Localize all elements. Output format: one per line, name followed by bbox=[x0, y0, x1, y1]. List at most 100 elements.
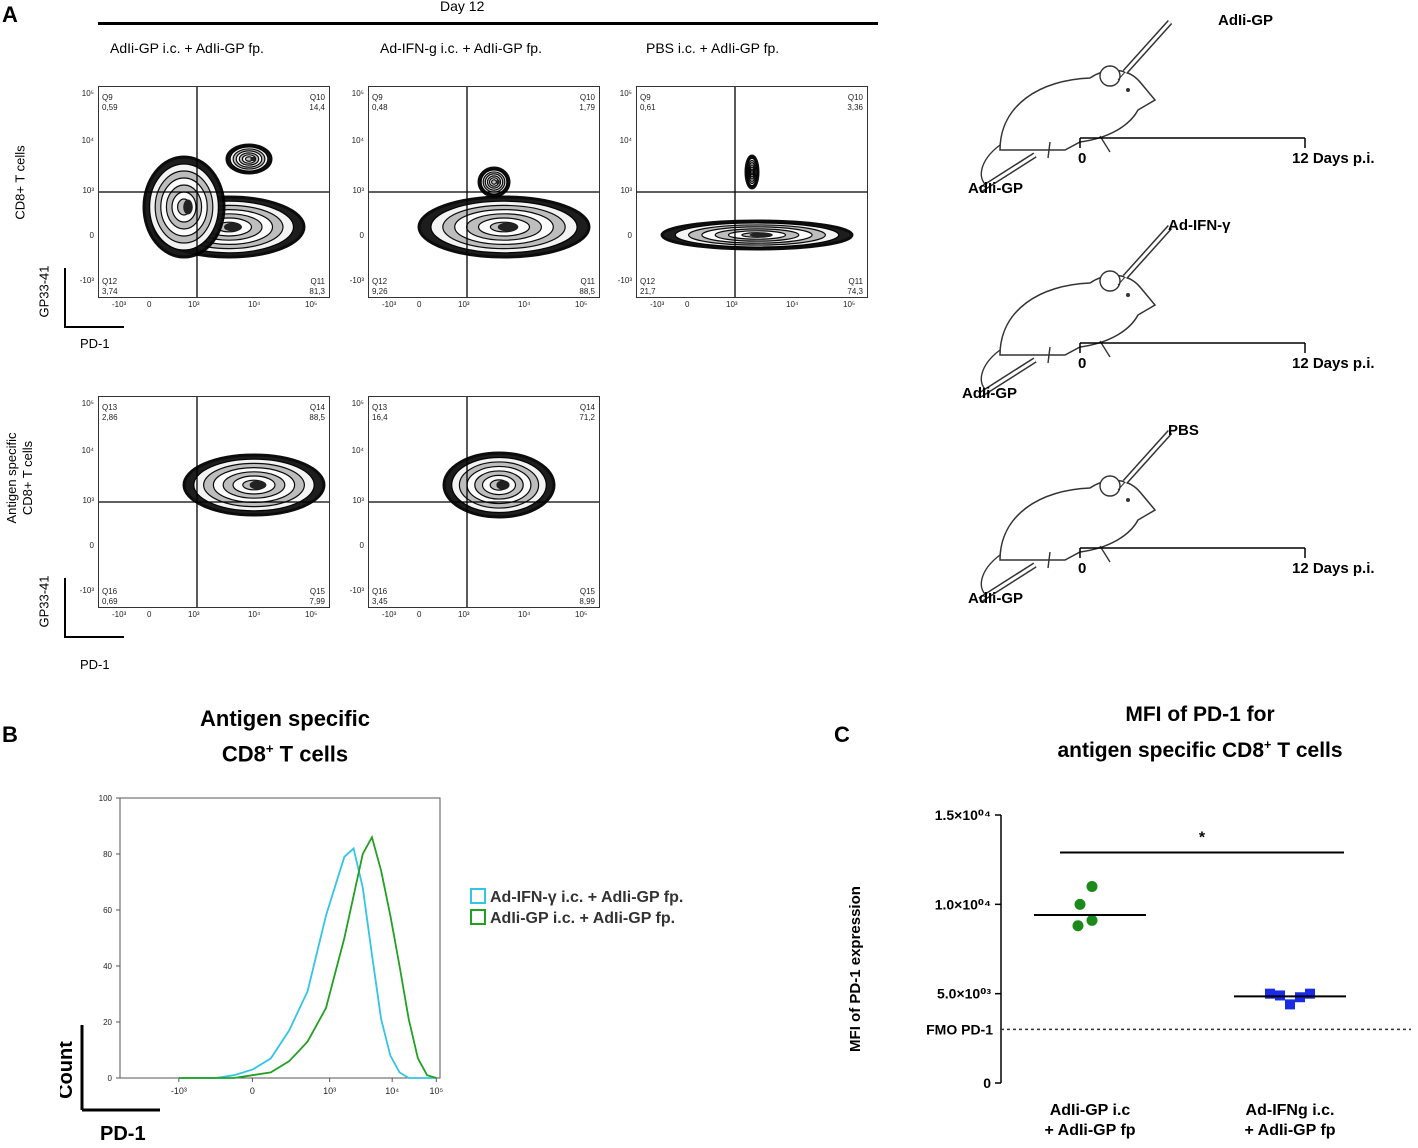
category-label-line2: + AdIi-GP fp bbox=[1044, 1122, 1135, 1139]
data-point bbox=[1074, 898, 1086, 910]
contour-core bbox=[497, 222, 519, 232]
panel-c-letter: C bbox=[834, 722, 850, 747]
y-tick-label: 1.5×10⁰⁴ bbox=[935, 807, 991, 823]
y-tick-label: 1.0×10⁰⁴ bbox=[935, 896, 991, 912]
mfi-y-label: MFI of PD-1 expression bbox=[847, 886, 864, 1052]
data-point bbox=[1072, 920, 1084, 932]
quadrant-label-tr: Q14 bbox=[309, 403, 325, 412]
timeline-start-label: 0 bbox=[1078, 150, 1087, 167]
quadrant-label-br: Q15 bbox=[309, 587, 325, 596]
panel-b-title-sup: + bbox=[265, 741, 274, 756]
column-title-3: PBS i.c. + AdIi-GP fp. bbox=[646, 40, 780, 56]
day-bar bbox=[98, 22, 878, 25]
quadrant-label-tl: Q9 bbox=[102, 93, 113, 102]
quadrant-label-tr: Q14 bbox=[579, 403, 595, 412]
y-tick-label: 0 bbox=[89, 231, 94, 240]
x-tick-label: 0 bbox=[685, 300, 690, 309]
quadrant-value-br: 74,3 bbox=[847, 287, 863, 296]
y-tick-label: 0 bbox=[359, 231, 364, 240]
x-axis-label-1: PD-1 bbox=[80, 336, 110, 351]
x-tick-label: -10³ bbox=[650, 300, 665, 309]
x-tick-label: 10⁴ bbox=[518, 300, 531, 309]
quadrant-value-br: 81,3 bbox=[309, 287, 325, 296]
contour-core bbox=[183, 199, 193, 215]
panel-c-title-sup: + bbox=[1264, 738, 1272, 752]
flow-plot: Q13 2,86 Q14 88,5 Q16 0,69 Q15 7,99 bbox=[98, 396, 330, 608]
timeline-start-label: 0 bbox=[1078, 355, 1087, 372]
y-tick-label: 10³ bbox=[82, 186, 94, 195]
fmo-label: FMO PD-1 bbox=[926, 1021, 993, 1037]
timeline-end-label: 12 Days p.i. bbox=[1292, 560, 1375, 577]
x-tick-label: 0 bbox=[147, 610, 152, 619]
contour-core bbox=[755, 169, 757, 175]
quadrant-value-tl: 0,48 bbox=[372, 103, 388, 112]
data-point bbox=[1265, 988, 1275, 999]
contour-core bbox=[749, 232, 773, 238]
flow-plot-svg bbox=[99, 87, 329, 297]
day-label: Day 12 bbox=[440, 0, 485, 14]
quadrant-value-br: 7,99 bbox=[309, 597, 325, 606]
x-tick-label: 10⁵ bbox=[429, 1086, 443, 1096]
flow-plot: Q9 0,61 Q10 3,36 Q12 21,7 Q11 74,3 bbox=[636, 86, 868, 298]
legend-swatch-ifn bbox=[470, 888, 486, 904]
y-tick-label: 10⁵ bbox=[351, 89, 364, 98]
y-tick-label: 10⁵ bbox=[81, 89, 94, 98]
quadrant-label-bl: Q12 bbox=[102, 277, 118, 286]
mouse-leg bbox=[1047, 346, 1051, 364]
y-tick-label: 10³ bbox=[82, 496, 94, 505]
quadrant-value-tr: 1,79 bbox=[579, 103, 595, 112]
x-indicator-2 bbox=[64, 636, 124, 638]
mouse-leg bbox=[1047, 551, 1051, 569]
y-tick-label: 0 bbox=[627, 231, 632, 240]
mouse-scheme bbox=[978, 19, 1306, 193]
x-tick-label: 10⁴ bbox=[248, 610, 261, 619]
syringe-needle bbox=[1117, 276, 1126, 286]
histogram-chart: 0 20 40 60 80 100 -10³ 0 10³ 10⁴ 10⁵ Count PD-1 bbox=[60, 794, 443, 1145]
y-tick-label: 10⁵ bbox=[81, 399, 94, 408]
y-tick-label: -10³ bbox=[617, 276, 632, 285]
syringe-top-inner bbox=[1123, 225, 1172, 279]
y-axis-label-2: GP33-41 bbox=[36, 575, 52, 628]
quadrant-label-br: Q11 bbox=[848, 277, 863, 286]
category-label-line2: + AdIi-GP fp bbox=[1244, 1122, 1335, 1139]
syringe-top-inner bbox=[1123, 430, 1172, 484]
flow-plot-svg bbox=[369, 87, 599, 297]
timeline-end-label: 12 Days p.i. bbox=[1292, 355, 1375, 372]
y-tick-label: 10³ bbox=[620, 186, 632, 195]
quadrant-value-br: 88,5 bbox=[579, 287, 595, 296]
y-tick-label: 10⁴ bbox=[81, 446, 94, 455]
mouse-ear bbox=[1099, 475, 1121, 497]
scheme-bottom-injection: AdIi-GP bbox=[962, 385, 1017, 402]
quadrant-label-br: Q15 bbox=[579, 587, 595, 596]
column-title-1: AdIi-GP i.c. + AdIi-GP fp. bbox=[110, 40, 264, 56]
syringe-bottom-inner bbox=[979, 563, 1036, 602]
row-label-antigen-line1: Antigen specific bbox=[4, 432, 19, 524]
flow-plot: Q13 16,4 Q14 71,2 Q16 3,45 Q15 8,99 bbox=[368, 396, 600, 608]
syringe-needle bbox=[1117, 481, 1126, 491]
x-tick-label: 0 bbox=[417, 610, 422, 619]
y-tick-label: 10⁵ bbox=[619, 89, 632, 98]
y-tick-label: -10³ bbox=[349, 586, 364, 595]
x-tick-label: 10³ bbox=[458, 610, 470, 619]
x-tick-label: 0 bbox=[250, 1086, 255, 1096]
contour-core bbox=[496, 179, 500, 185]
x-tick-label: 10⁵ bbox=[575, 610, 588, 619]
mouse-ear bbox=[1099, 65, 1121, 87]
x-tick-label: 10³ bbox=[726, 300, 738, 309]
mouse-scheme bbox=[978, 224, 1306, 398]
quadrant-label-tr: Q10 bbox=[579, 93, 595, 102]
flow-plot: Q9 0,48 Q10 1,79 Q12 9,26 Q11 88,5 bbox=[368, 86, 600, 298]
y-tick-label: -10³ bbox=[79, 276, 94, 285]
x-tick-label: 10⁵ bbox=[305, 300, 318, 309]
mouse-body bbox=[999, 274, 1157, 356]
quadrant-value-tr: 88,5 bbox=[309, 413, 325, 422]
syringe-needle bbox=[1117, 71, 1126, 81]
quadrant-label-tl: Q13 bbox=[372, 403, 388, 412]
x-tick-label: 0 bbox=[417, 300, 422, 309]
quadrant-value-tl: 0,61 bbox=[640, 103, 656, 112]
flow-plot-svg bbox=[99, 397, 329, 607]
quadrant-label-bl: Q16 bbox=[102, 587, 118, 596]
x-tick-label: -10³ bbox=[112, 610, 127, 619]
quadrant-value-tl: 2,86 bbox=[102, 413, 118, 422]
syringe-bottom-inner bbox=[979, 358, 1036, 397]
